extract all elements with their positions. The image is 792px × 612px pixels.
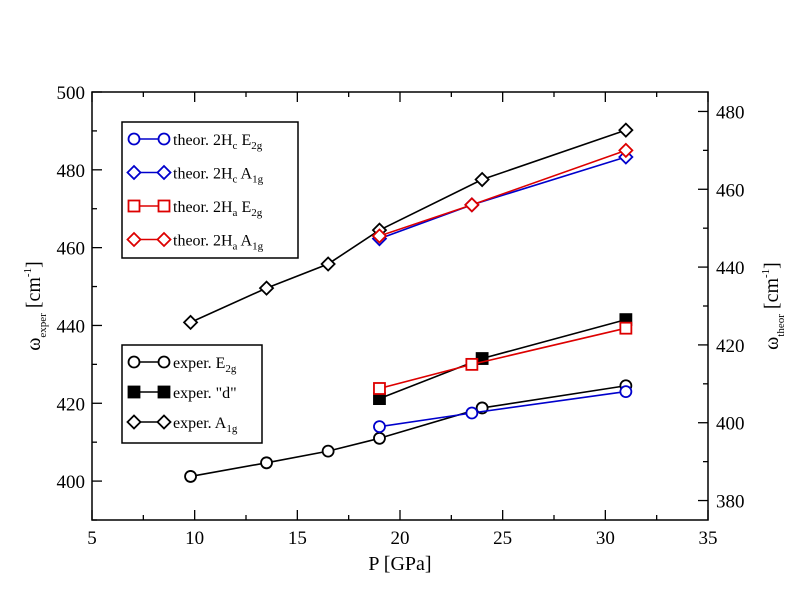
legend-marker — [157, 355, 171, 369]
series-line — [379, 156, 627, 240]
data-point — [371, 228, 388, 244]
y-right-tick-label: 440 — [716, 258, 745, 279]
y-left-tick-label: 500 — [57, 83, 86, 104]
y-right-tick-label: 480 — [716, 102, 745, 123]
legend-entry: theor. 2Hc A1g — [126, 164, 264, 186]
series-line — [190, 384, 626, 478]
series-line — [379, 318, 627, 400]
series-3 — [373, 385, 633, 434]
series-2 — [182, 122, 634, 331]
svg-text:ωexper [cm-1]: ωexper [cm-1] — [22, 261, 49, 351]
legend-label: exper. E2g — [173, 355, 237, 375]
legend-experiment: exper. E2g exper. "d" exper. A1g — [121, 344, 263, 444]
data-point — [184, 470, 197, 483]
legend-label: theor. 2Ha E2g — [173, 199, 263, 219]
series-line — [379, 149, 627, 237]
legend-label: theor. 2Hc A1g — [173, 166, 264, 186]
legend-marker — [127, 199, 141, 213]
x-tick-label: 25 — [493, 528, 512, 549]
data-point — [474, 171, 490, 188]
legend-marker — [127, 355, 141, 369]
legend-theory: theor. 2Hc E2g theor. 2Hc A1g theor. 2Ha E… — [121, 121, 299, 259]
y-right-tick-label: 400 — [716, 414, 745, 435]
data-point — [373, 420, 386, 434]
y-left-tick-label: 420 — [57, 394, 86, 415]
y-left-tick-label: 480 — [57, 161, 86, 182]
data-point — [182, 314, 199, 331]
data-point — [618, 142, 634, 159]
legend-entry: exper. A1g — [126, 414, 238, 435]
series-line — [379, 390, 626, 428]
data-point — [321, 444, 335, 458]
y-left-tick-label: 460 — [57, 239, 86, 260]
series-line — [190, 129, 627, 324]
y-axis-right-label: ωtheor [cm-1] — [760, 262, 787, 350]
data-point — [465, 406, 479, 420]
legend-marker — [126, 414, 142, 430]
legend-entry: theor. 2Ha E2g — [127, 199, 263, 219]
data-point — [373, 431, 386, 445]
data-point — [618, 122, 634, 138]
legend-entry: theor. 2Ha A1g — [126, 231, 264, 253]
legend-label: exper. A1g — [173, 415, 238, 435]
data-point — [320, 256, 336, 272]
legend-marker — [126, 231, 142, 248]
data-point — [260, 456, 273, 470]
data-point — [619, 321, 633, 335]
legend-marker — [157, 132, 171, 146]
legend-marker — [126, 164, 142, 181]
data-point — [373, 382, 386, 395]
x-tick-label: 15 — [288, 528, 307, 549]
legend-marker — [156, 164, 172, 181]
legend-entry: theor. 2Hc E2g — [127, 132, 263, 152]
y-axis-left-label: ωexper [cm-1] — [22, 261, 49, 351]
y-right-tick-label: 460 — [716, 180, 745, 201]
x-tick-label: 35 — [699, 528, 718, 549]
legend-entry: exper. E2g — [127, 355, 237, 375]
legend-entry: exper. "d" — [127, 385, 237, 402]
series-layer — [182, 122, 634, 483]
legend-marker — [157, 199, 171, 213]
data-point — [464, 197, 480, 213]
legend-marker — [127, 132, 141, 146]
legend-label: exper. "d" — [173, 385, 237, 402]
series-5 — [373, 321, 633, 395]
series-6 — [371, 142, 634, 244]
x-axis-label: P [GPa] — [368, 553, 431, 575]
legend-label: theor. 2Hc E2g — [173, 132, 263, 152]
y-right-tick-label: 380 — [716, 492, 745, 513]
ticks-layer: 5 10 15 20 25 30 35 400 420 440 460 480 500 380 400 420… — [57, 83, 745, 549]
series-4 — [371, 149, 634, 247]
x-tick-label: 30 — [596, 528, 615, 549]
legend-layer: theor. 2Hc E2g theor. 2Hc A1g theor. 2Ha E… — [121, 121, 299, 444]
series-line — [379, 327, 627, 390]
svg-text:ωtheor [cm-1]: ωtheor [cm-1] — [760, 262, 787, 350]
y-left-tick-label: 440 — [57, 316, 86, 337]
x-tick-label: 10 — [185, 528, 204, 549]
data-point — [619, 385, 633, 399]
data-point — [465, 357, 479, 371]
legend-marker — [156, 231, 172, 248]
legend-marker — [127, 385, 141, 399]
x-tick-label: 20 — [391, 528, 410, 549]
y-right-tick-label: 420 — [716, 336, 745, 357]
legend-marker — [156, 414, 172, 430]
legend-marker — [157, 385, 171, 399]
y-left-tick-label: 400 — [57, 472, 86, 493]
data-point — [258, 280, 275, 296]
legend-box — [121, 121, 299, 259]
x-tick-label: 5 — [87, 528, 97, 549]
legend-label: theor. 2Ha A1g — [173, 233, 264, 253]
